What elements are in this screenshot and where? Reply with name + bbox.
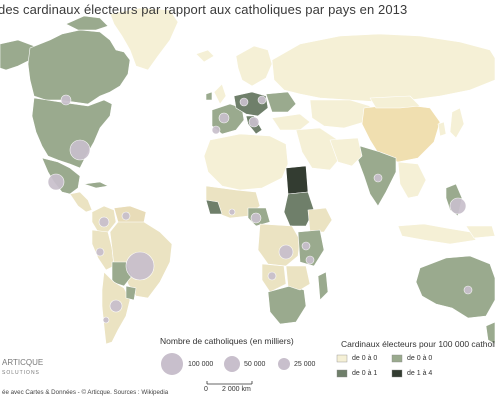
country-ireland xyxy=(205,91,213,101)
country-eastern-europe xyxy=(265,91,297,113)
country-china xyxy=(361,103,441,163)
catholics-circle-peru xyxy=(95,247,105,257)
scale-end-label: 2 000 km xyxy=(222,386,251,393)
country-middle-east xyxy=(295,127,343,171)
catholics-circle-argentina xyxy=(109,299,123,313)
legend-circle-small xyxy=(278,358,290,370)
country-new-zealand xyxy=(485,321,495,345)
legend-swatches xyxy=(336,354,403,378)
legend-classes-title: Cardinaux électeurs pour 100 000 catholi… xyxy=(341,339,495,349)
legend-swatch-2 xyxy=(391,354,403,363)
country-canada xyxy=(27,29,131,105)
catholics-circle-nigeria xyxy=(250,212,262,224)
legend-circle-small-label: 25 000 xyxy=(294,361,316,368)
country-madagascar xyxy=(317,271,329,301)
catholics-circle-colombia xyxy=(98,216,110,228)
legend-swatch-3 xyxy=(336,369,348,378)
country-scandinavia xyxy=(235,45,273,87)
map-title: des cardinaux électeurs par rapport aux … xyxy=(0,2,408,17)
country-zambia xyxy=(285,265,311,291)
country-paraguay xyxy=(125,285,137,301)
country-alaska xyxy=(0,39,35,71)
catholics-circle-italy xyxy=(248,116,260,128)
country-central-america xyxy=(69,191,93,213)
catholics-circle-dr-congo xyxy=(278,244,294,260)
country-southeast-asia xyxy=(397,161,427,199)
catholics-circle-germany xyxy=(239,97,249,107)
country-australia xyxy=(415,255,495,319)
catholics-circle-usa xyxy=(69,139,91,161)
country-papua xyxy=(465,225,495,239)
legend-circle-large-label: 100 000 xyxy=(188,361,214,368)
catholics-circle-uganda xyxy=(301,241,311,251)
scale-bar xyxy=(206,381,253,385)
catholics-circle-venezuela xyxy=(121,211,131,221)
source-credit: ée avec Cartes & Données - © Articque. S… xyxy=(2,389,169,396)
country-north-africa xyxy=(203,133,289,191)
legend-class-4-label: de 1 à 4 xyxy=(407,370,433,377)
catholics-circle-india xyxy=(373,173,383,183)
catholics-circle-ivory-coast xyxy=(228,208,236,216)
logo-line-1: ARTICQUE xyxy=(2,358,44,367)
country-korea xyxy=(437,121,447,137)
country-mongolia xyxy=(369,95,421,109)
publisher-logo: ARTICQUE SOLUTIONS xyxy=(2,358,43,378)
country-central-asia xyxy=(309,99,371,129)
country-iran-pakistan xyxy=(329,137,363,167)
catholics-circle-chile xyxy=(102,316,110,324)
country-sudan xyxy=(283,191,315,227)
legend-circles-title: Nombre de catholiques (en milliers) xyxy=(160,336,294,346)
legend-class-1-label: de 0 à 0 xyxy=(352,355,378,362)
country-iceland xyxy=(195,49,215,63)
legend-swatch-1 xyxy=(336,354,348,363)
country-turkey xyxy=(271,113,311,131)
catholics-circle-poland xyxy=(257,95,267,105)
country-east-africa xyxy=(297,229,325,267)
catholics-circle-canada xyxy=(60,94,72,106)
catholics-circle-france xyxy=(218,112,230,124)
catholics-circle-australia xyxy=(463,285,473,295)
legend-circle-large xyxy=(161,353,183,375)
legend-class-2-label: de 0 à 0 xyxy=(407,355,433,362)
country-indonesia xyxy=(397,223,477,245)
catholics-circle-tanzania xyxy=(305,255,315,265)
catholics-circle-mexico xyxy=(47,173,65,191)
legend-class-3-label: de 0 à 1 xyxy=(352,370,378,377)
catholics-circle-philippines xyxy=(449,197,467,215)
legend-circle-medium xyxy=(224,356,240,372)
country-cuba xyxy=(83,181,109,189)
legend-swatch-4 xyxy=(391,369,403,378)
scale-start-label: 0 xyxy=(204,386,208,393)
country-uk xyxy=(213,83,227,105)
legend-circles xyxy=(161,353,290,375)
country-canada-islands xyxy=(65,15,109,31)
logo-line-2: SOLUTIONS xyxy=(2,370,40,376)
country-japan xyxy=(449,107,465,139)
catholics-circle-spain xyxy=(211,125,221,135)
country-ethiopia xyxy=(307,207,333,233)
country-russia xyxy=(271,33,495,103)
legend-circle-medium-label: 50 000 xyxy=(244,361,266,368)
country-senegal xyxy=(205,199,223,215)
catholics-circle-brazil xyxy=(125,251,155,281)
catholics-circle-angola xyxy=(267,271,277,281)
country-greenland xyxy=(109,7,179,71)
country-egypt xyxy=(285,165,309,195)
